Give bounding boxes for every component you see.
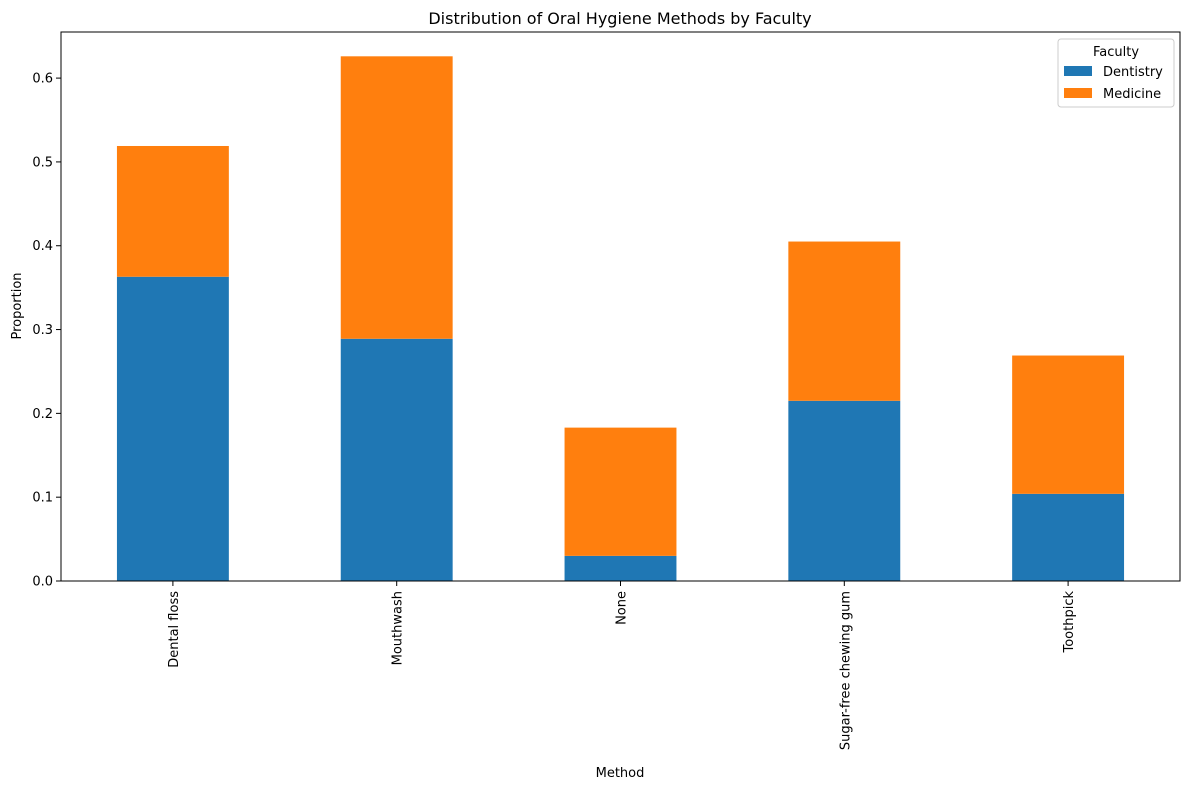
legend-label-medicine: Medicine [1103, 87, 1161, 102]
bar-medicine-3 [788, 241, 901, 401]
legend-title: Faculty [1093, 45, 1139, 60]
y-tick-label-4: 0.4 [32, 239, 53, 254]
bar-medicine-0 [116, 145, 229, 277]
y-tick-label-5: 0.5 [32, 155, 53, 170]
y-tick-label-2: 0.2 [32, 407, 53, 422]
y-axis: 0.0 0.1 0.2 0.3 0.4 0.5 0.6 [32, 72, 61, 590]
bar-dentistry-2 [564, 555, 677, 581]
x-tick-label-2: None [615, 591, 630, 625]
legend-label-dentistry: Dentistry [1103, 65, 1163, 80]
bar-medicine-1 [340, 56, 453, 339]
x-axis-label: Method [596, 766, 645, 781]
y-tick-label-0: 0.0 [32, 575, 53, 590]
bar-medicine-4 [1012, 355, 1125, 494]
bar-medicine-2 [564, 427, 677, 556]
bars-group [116, 56, 1125, 581]
x-axis: Dental floss Mouthwash None Sugar-free chew… [167, 581, 1077, 750]
x-tick-label-0: Dental floss [167, 591, 182, 668]
y-axis-label: Proportion [10, 272, 25, 339]
bar-dentistry-3 [788, 400, 901, 581]
x-tick-label-4: Toothpick [1062, 591, 1077, 654]
bar-dentistry-4 [1012, 493, 1125, 581]
plot-frame [60, 31, 1181, 582]
legend: Faculty Dentistry Medicine [1057, 38, 1175, 108]
chart-title: Distribution of Oral Hygiene Methods by … [428, 9, 811, 28]
y-tick-label-1: 0.1 [32, 491, 53, 506]
x-tick-label-3: Sugar-free chewing gum [838, 591, 853, 750]
y-tick-label-3: 0.3 [32, 323, 53, 338]
x-tick-label-1: Mouthwash [391, 591, 406, 665]
bar-dentistry-0 [116, 276, 229, 581]
legend-swatch-dentistry [1064, 66, 1092, 76]
legend-swatch-medicine [1064, 88, 1092, 98]
y-tick-label-6: 0.6 [32, 72, 53, 87]
bar-dentistry-1 [340, 338, 453, 581]
